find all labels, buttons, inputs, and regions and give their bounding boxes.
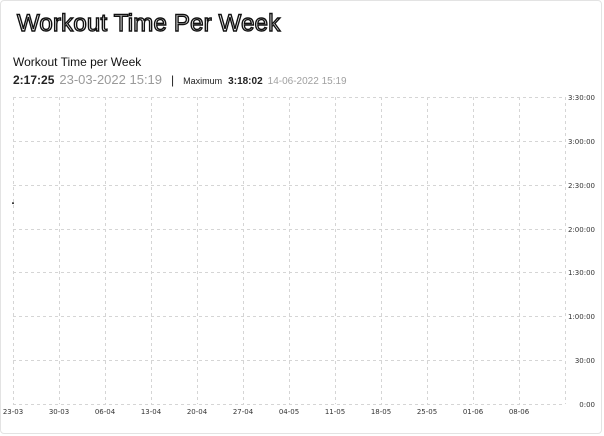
stats-row: 2:17:25 23-03-2022 15:19 | Maximum 3:18:… xyxy=(13,72,347,90)
vertical-grid xyxy=(13,97,566,404)
x-tick-label: 30-03 xyxy=(49,408,69,416)
x-tick-label: 08-06 xyxy=(509,408,530,416)
y-tick-label: 1:00:00 xyxy=(568,313,595,321)
y-tick-label: 1:30:00 xyxy=(568,269,595,277)
page-title: Workout Time Per Week xyxy=(16,9,281,37)
x-tick-label: 23-03 xyxy=(3,408,23,416)
x-tick-label: 04-05 xyxy=(279,408,299,416)
maximum-value: 3:18:02 xyxy=(228,76,263,87)
chart-title: Workout Time per Week xyxy=(13,55,142,69)
x-tick-label: 06-04 xyxy=(95,408,116,416)
maximum-label: Maximum xyxy=(183,76,223,86)
x-tick-label: 01-06 xyxy=(463,408,484,416)
data-point[interactable] xyxy=(12,202,14,205)
x-tick-label: 25-05 xyxy=(417,408,437,416)
series-layer xyxy=(12,202,14,205)
current-date: 23-03-2022 15:19 xyxy=(59,72,163,87)
y-tick-label: 3:30:00 xyxy=(568,94,595,102)
x-tick-label: 27-04 xyxy=(233,408,254,416)
x-tick-label: 18-05 xyxy=(371,408,391,416)
y-axis-ticks: 0:00 30:00 1:00:00 1:30:00 2:00:00 2:30:00 3:0… xyxy=(568,94,595,409)
y-tick-label: 2:30:00 xyxy=(568,182,595,190)
x-tick-label: 13-04 xyxy=(141,408,162,416)
y-tick-label: 3:00:00 xyxy=(568,138,595,146)
stats-separator: | xyxy=(171,73,175,87)
maximum-date: 14-06-2022 15:19 xyxy=(267,76,347,87)
x-axis-ticks: 23-03 30-03 06-04 13-04 20-04 27-04 04-05 11-05… xyxy=(3,408,530,416)
x-tick-label: 11-05 xyxy=(325,408,345,416)
horizontal-grid xyxy=(13,97,565,405)
current-value: 2:17:25 xyxy=(13,73,55,87)
y-tick-label: 30:00 xyxy=(575,357,595,365)
y-tick-label: 0:00 xyxy=(579,401,595,409)
x-tick-label: 20-04 xyxy=(187,408,208,416)
y-tick-label: 2:00:00 xyxy=(568,226,595,234)
